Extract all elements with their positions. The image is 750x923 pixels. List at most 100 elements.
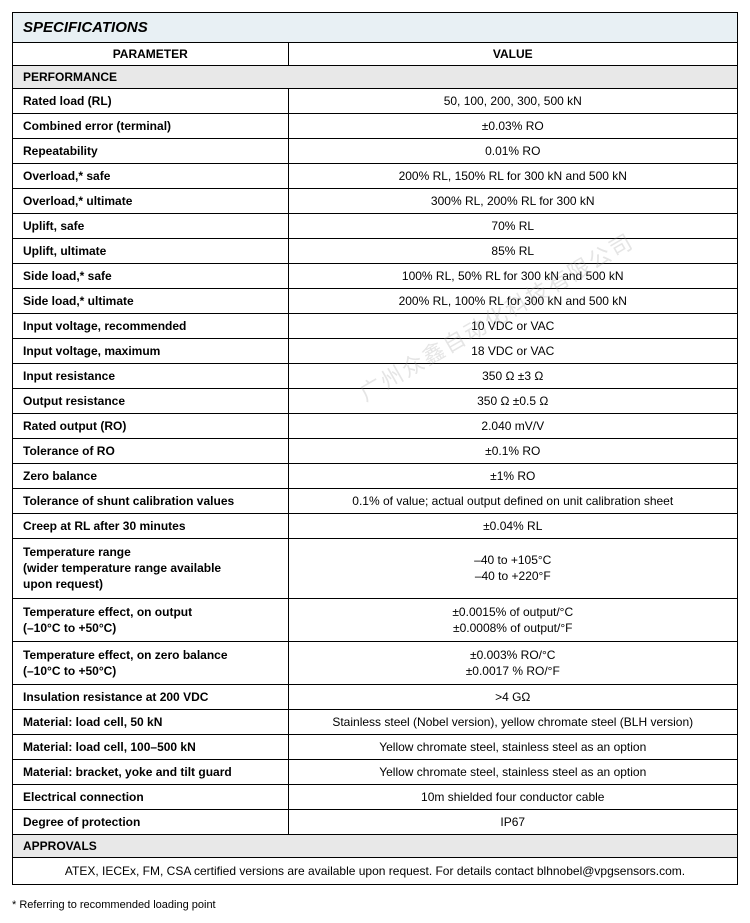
param-cell: Overload,* ultimate [13,189,289,214]
table-row: Temperature effect, on output (–10°C to … [13,598,738,641]
value-cell: ±0.1% RO [288,439,738,464]
param-cell: Combined error (terminal) [13,114,289,139]
footnote: * Referring to recommended loading point [12,899,738,911]
table-row: Uplift, ultimate85% RL [13,239,738,264]
value-cell: 10m shielded four conductor cable [288,785,738,810]
value-cell: ±0.0015% of output/°C ±0.0008% of output… [288,598,738,641]
header-parameter: PARAMETER [13,43,289,66]
value-cell: 50, 100, 200, 300, 500 kN [288,89,738,114]
value-cell: 200% RL, 100% RL for 300 kN and 500 kN [288,289,738,314]
table-row: Electrical connection10m shielded four c… [13,785,738,810]
section-approvals: APPROVALS [13,835,738,858]
param-line: (wider temperature range available [23,561,221,575]
table-row: Degree of protectionIP67 [13,810,738,835]
value-cell: ±0.04% RL [288,514,738,539]
param-cell: Rated load (RL) [13,89,289,114]
title-row: SPECIFICATIONS [13,13,738,43]
table-row: Combined error (terminal)±0.03% RO [13,114,738,139]
table-row: Repeatability0.01% RO [13,139,738,164]
table-row: Rated load (RL)50, 100, 200, 300, 500 kN [13,89,738,114]
table-row: Tolerance of RO±0.1% RO [13,439,738,464]
value-cell: 70% RL [288,214,738,239]
value-cell: 350 Ω ±3 Ω [288,364,738,389]
value-cell: 100% RL, 50% RL for 300 kN and 500 kN [288,264,738,289]
value-cell: 0.1% of value; actual output defined on … [288,489,738,514]
table-row: Input voltage, maximum18 VDC or VAC [13,339,738,364]
table-row: Material: load cell, 50 kNStainless stee… [13,710,738,735]
value-cell: 300% RL, 200% RL for 300 kN [288,189,738,214]
table-row: Rated output (RO)2.040 mV/V [13,414,738,439]
param-cell: Electrical connection [13,785,289,810]
section-performance-label: PERFORMANCE [13,66,738,89]
value-cell: –40 to +105°C –40 to +220°F [288,539,738,599]
table-row: Side load,* safe100% RL, 50% RL for 300 … [13,264,738,289]
table-row: Material: load cell, 100–500 kNYellow ch… [13,735,738,760]
param-cell: Temperature effect, on zero balance (–10… [13,641,289,684]
value-cell: 350 Ω ±0.5 Ω [288,389,738,414]
param-cell: Repeatability [13,139,289,164]
table-row: Temperature effect, on zero balance (–10… [13,641,738,684]
param-line: (–10°C to +50°C) [23,621,116,635]
table-row: Overload,* ultimate300% RL, 200% RL for … [13,189,738,214]
param-cell: Tolerance of shunt calibration values [13,489,289,514]
table-row: Material: bracket, yoke and tilt guardYe… [13,760,738,785]
value-line: ±0.003% RO/°C [470,648,555,662]
table-row: Creep at RL after 30 minutes±0.04% RL [13,514,738,539]
table-row: Uplift, safe70% RL [13,214,738,239]
param-cell: Output resistance [13,389,289,414]
param-cell: Input voltage, recommended [13,314,289,339]
value-line: ±0.0015% of output/°C [452,605,573,619]
value-cell: ±0.03% RO [288,114,738,139]
value-cell: Stainless steel (Nobel version), yellow … [288,710,738,735]
value-cell: Yellow chromate steel, stainless steel a… [288,760,738,785]
param-cell: Tolerance of RO [13,439,289,464]
table-row: Tolerance of shunt calibration values0.1… [13,489,738,514]
table-title: SPECIFICATIONS [13,13,738,43]
param-cell: Material: load cell, 100–500 kN [13,735,289,760]
param-cell: Uplift, ultimate [13,239,289,264]
param-cell: Side load,* ultimate [13,289,289,314]
param-cell: Side load,* safe [13,264,289,289]
table-row: Temperature range (wider temperature ran… [13,539,738,599]
table-row: Overload,* safe200% RL, 150% RL for 300 … [13,164,738,189]
value-cell: ±0.003% RO/°C ±0.0017 % RO/°F [288,641,738,684]
param-cell: Zero balance [13,464,289,489]
param-cell: Rated output (RO) [13,414,289,439]
header-row: PARAMETER VALUE [13,43,738,66]
value-line: ±0.0017 % RO/°F [466,664,560,678]
value-cell: Yellow chromate steel, stainless steel a… [288,735,738,760]
param-line: Temperature effect, on output [23,605,192,619]
param-cell: Creep at RL after 30 minutes [13,514,289,539]
param-cell: Material: bracket, yoke and tilt guard [13,760,289,785]
specifications-table: SPECIFICATIONS PARAMETER VALUE PERFORMAN… [12,12,738,885]
value-cell: IP67 [288,810,738,835]
section-approvals-label: APPROVALS [13,835,738,858]
value-line: ±0.0008% of output/°F [453,621,572,635]
param-cell: Overload,* safe [13,164,289,189]
header-value: VALUE [288,43,738,66]
value-cell: 2.040 mV/V [288,414,738,439]
value-cell: 85% RL [288,239,738,264]
table-row: Output resistance350 Ω ±0.5 Ω [13,389,738,414]
value-cell: 18 VDC or VAC [288,339,738,364]
table-row: Input resistance350 Ω ±3 Ω [13,364,738,389]
table-row: Side load,* ultimate200% RL, 100% RL for… [13,289,738,314]
value-line: –40 to +105°C [474,553,551,567]
param-cell: Input voltage, maximum [13,339,289,364]
value-cell: ±1% RO [288,464,738,489]
value-cell: 10 VDC or VAC [288,314,738,339]
table-row: Input voltage, recommended10 VDC or VAC [13,314,738,339]
param-cell: Temperature effect, on output (–10°C to … [13,598,289,641]
value-cell: 0.01% RO [288,139,738,164]
param-line: Temperature range [23,545,131,559]
param-cell: Input resistance [13,364,289,389]
value-line: –40 to +220°F [475,569,551,583]
table-row: Insulation resistance at 200 VDC>4 GΩ [13,685,738,710]
param-cell: Uplift, safe [13,214,289,239]
param-cell: Material: load cell, 50 kN [13,710,289,735]
param-cell: Degree of protection [13,810,289,835]
param-line: Temperature effect, on zero balance [23,648,228,662]
value-cell: >4 GΩ [288,685,738,710]
param-cell: Temperature range (wider temperature ran… [13,539,289,599]
param-line: upon request) [23,577,103,591]
